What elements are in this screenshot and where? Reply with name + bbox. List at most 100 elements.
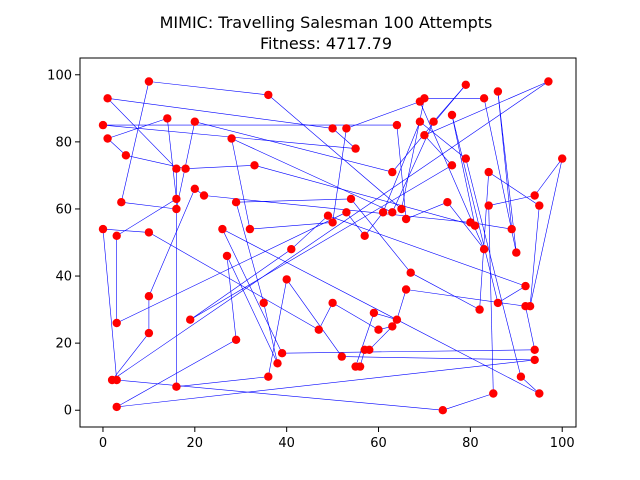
route-segment [111, 332, 150, 381]
city-point [530, 355, 539, 365]
route-segment [282, 349, 535, 354]
city-point [374, 325, 383, 334]
city-point [98, 120, 108, 130]
route-segment [382, 121, 421, 213]
city-point [544, 77, 553, 86]
route-segment [121, 81, 150, 203]
route-segment [107, 98, 333, 129]
city-point [479, 245, 489, 254]
city-point [493, 87, 503, 96]
city-point [429, 117, 438, 126]
city-point [342, 124, 351, 133]
city-point [328, 298, 337, 308]
city-point [484, 201, 493, 210]
city-point [172, 164, 181, 173]
city-point [489, 389, 498, 398]
city-point [190, 184, 199, 193]
city-point [530, 345, 539, 354]
route-segment [268, 279, 287, 377]
city-point [277, 349, 287, 358]
city-point [259, 298, 268, 308]
city-point [420, 131, 429, 140]
route-segment [396, 125, 407, 220]
city-point [360, 231, 369, 240]
route-segment [116, 212, 347, 324]
city-point [461, 80, 470, 90]
city-point [420, 94, 429, 103]
city-point [103, 94, 112, 103]
city-point [388, 322, 397, 331]
city-point [365, 345, 374, 354]
route-segment [176, 376, 269, 387]
route-segment [442, 393, 494, 411]
city-point [121, 151, 131, 160]
route-segment [401, 98, 425, 210]
route-segment [419, 121, 466, 159]
x-axis-ticks: 0 20 40 60 80 100 [99, 427, 575, 451]
route-segment [534, 158, 563, 196]
city-point [117, 198, 126, 207]
x-tick-label: 20 [187, 436, 204, 451]
city-point [199, 191, 209, 200]
city-point [558, 154, 567, 163]
city-point [112, 231, 121, 240]
route-segment [185, 165, 255, 169]
y-tick-label: 20 [55, 337, 72, 352]
route-segment [235, 202, 264, 303]
city-point [144, 228, 154, 237]
route-segment [111, 81, 549, 381]
route-segment [525, 306, 535, 350]
plot-frame [79, 57, 577, 428]
route-segment [396, 289, 407, 320]
city-point [438, 406, 447, 415]
route-segment [497, 91, 512, 230]
city-point [397, 204, 406, 214]
route-segment [497, 285, 526, 304]
route-segment [291, 215, 329, 250]
x-tick-label: 80 [462, 436, 479, 451]
route-segment [479, 172, 489, 310]
route-segment [488, 205, 494, 394]
city-point [369, 308, 379, 318]
city-point [493, 298, 503, 308]
city-point [378, 208, 388, 217]
city-point [342, 208, 351, 217]
route-segment [231, 138, 393, 213]
route-segment [529, 205, 540, 307]
city-point [535, 389, 544, 398]
route-segment [424, 134, 453, 166]
route-segment [231, 138, 251, 230]
route-segment [355, 312, 375, 367]
city-point [98, 224, 108, 234]
city-point [227, 134, 236, 143]
city-point [447, 161, 457, 170]
city-point [392, 120, 402, 130]
city-point [264, 90, 273, 100]
route-segment [121, 201, 177, 210]
route-segment [148, 81, 269, 96]
city-point [535, 201, 544, 210]
city-point [484, 167, 493, 177]
route-segment [327, 215, 526, 287]
city-point [328, 218, 337, 227]
city-point [282, 275, 291, 284]
city-point [181, 164, 190, 173]
city-point [314, 325, 323, 334]
route-segment [332, 128, 347, 223]
city-point [323, 211, 333, 220]
route-segment [406, 289, 526, 307]
city-point [401, 214, 411, 224]
city-point [328, 124, 337, 133]
route-segment [236, 198, 352, 203]
route-segment [488, 171, 540, 206]
city-point [479, 94, 489, 103]
route-segment [148, 188, 196, 297]
chart-title-line2: Fitness: 4717.79 [260, 34, 392, 53]
route-segment [286, 279, 343, 357]
city-points [98, 77, 567, 415]
city-point [245, 224, 255, 234]
route-segment [102, 228, 149, 233]
city-point [144, 292, 154, 301]
city-point [392, 315, 402, 324]
